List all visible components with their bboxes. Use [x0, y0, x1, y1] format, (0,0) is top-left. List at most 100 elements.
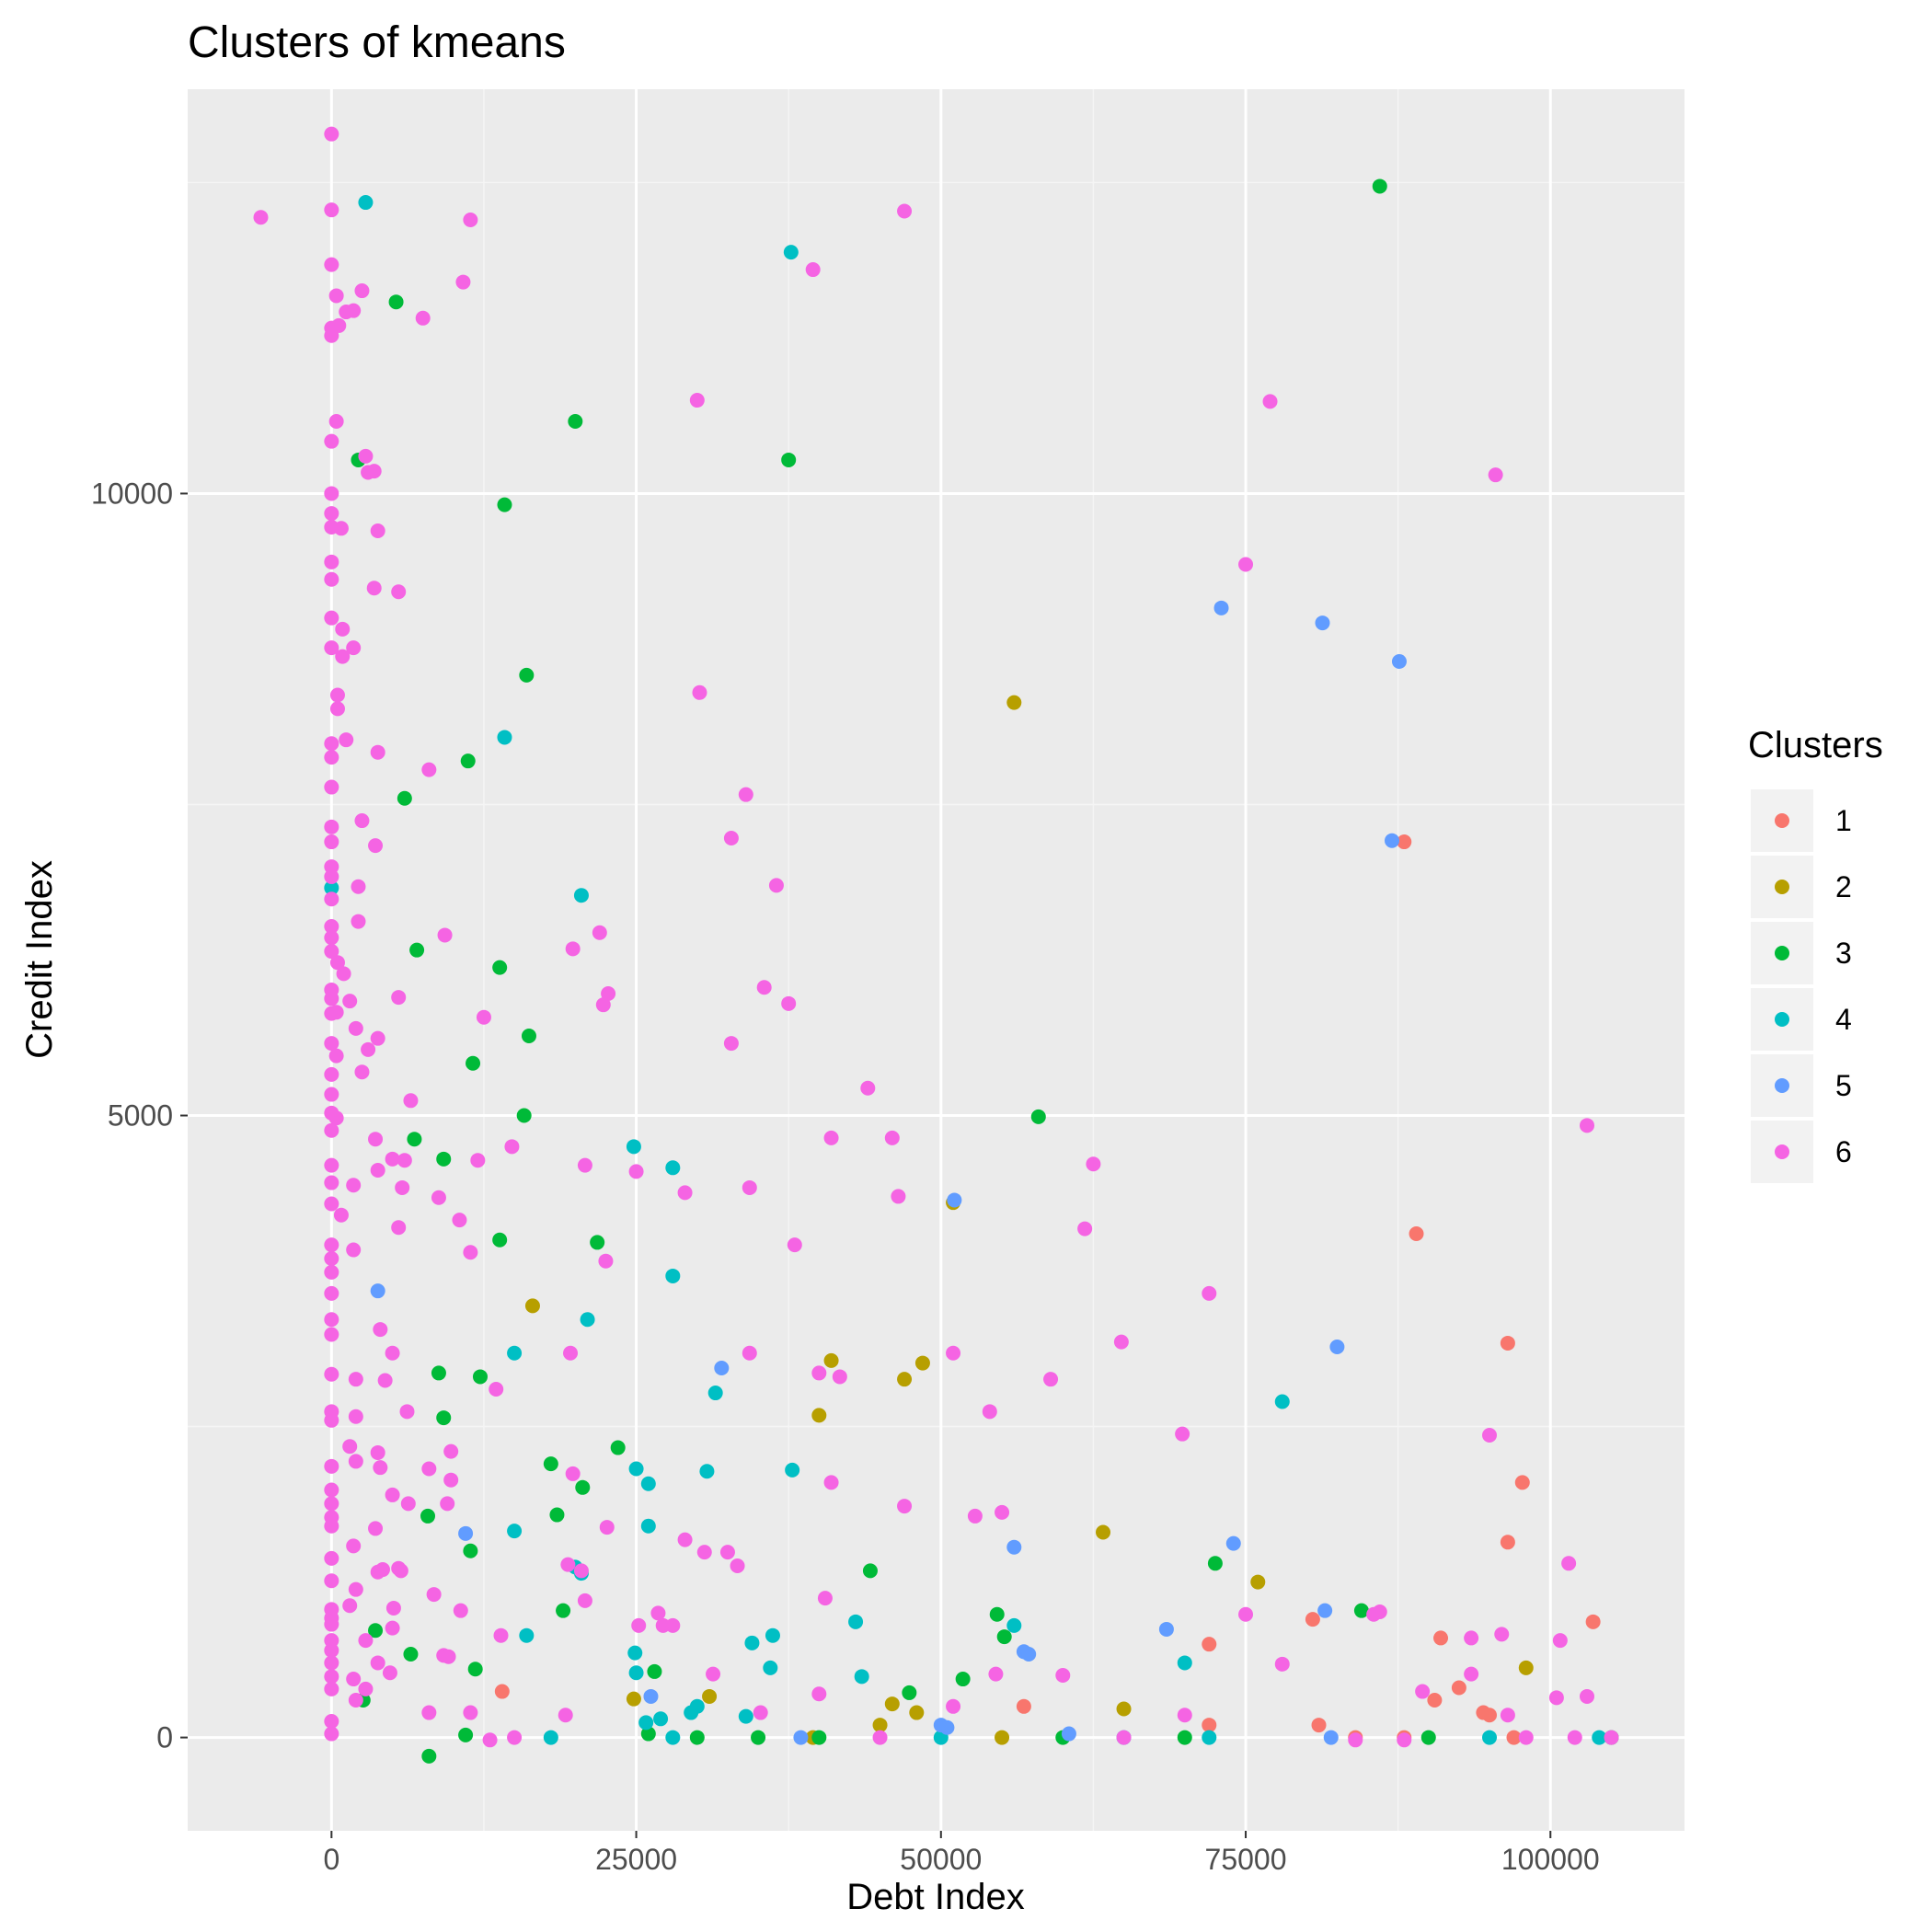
data-point-cluster-6 [348, 1020, 363, 1036]
data-point-cluster-4 [580, 1312, 595, 1328]
data-point-cluster-4 [507, 1345, 523, 1361]
data-point-cluster-6 [967, 1508, 983, 1524]
data-point-cluster-4 [707, 1386, 723, 1401]
data-point-cluster-6 [421, 1705, 437, 1720]
data-point-cluster-6 [324, 1264, 339, 1280]
data-point-cluster-3 [1353, 1603, 1369, 1618]
data-point-cluster-2 [1250, 1574, 1266, 1590]
data-point-cluster-3 [460, 753, 476, 769]
data-point-cluster-6 [1077, 1221, 1093, 1236]
data-point-cluster-4 [665, 1268, 681, 1283]
data-point-cluster-3 [862, 1563, 878, 1579]
data-point-cluster-3 [989, 1606, 1005, 1622]
data-point-cluster-6 [324, 834, 339, 850]
data-point-cluster-4 [665, 1730, 681, 1745]
data-point-cluster-6 [884, 1130, 900, 1145]
data-point-cluster-3 [996, 1629, 1012, 1645]
data-point-cluster-6 [324, 1122, 339, 1138]
data-point-cluster-6 [692, 684, 707, 700]
data-point-cluster-6 [385, 1345, 400, 1361]
legend-label: 4 [1835, 1003, 1852, 1036]
series-4 [324, 195, 1607, 1745]
data-point-cluster-3 [811, 1730, 827, 1745]
legend-swatch [1775, 813, 1789, 828]
data-point-cluster-6 [324, 202, 339, 218]
data-point-cluster-6 [982, 1404, 997, 1420]
data-point-cluster-4 [854, 1669, 869, 1685]
data-point-cluster-6 [504, 1139, 520, 1155]
data-point-cluster-6 [324, 819, 339, 834]
data-point-cluster-6 [453, 1603, 468, 1618]
data-point-cluster-6 [324, 1726, 339, 1742]
data-point-cluster-4 [626, 1139, 641, 1155]
legend-label: 2 [1835, 870, 1852, 903]
data-point-cluster-6 [370, 1163, 385, 1179]
data-point-cluster-3 [467, 1662, 483, 1677]
data-point-cluster-6 [382, 1665, 397, 1681]
legend-title: Clusters [1748, 725, 1883, 765]
data-point-cluster-6 [391, 1220, 407, 1236]
data-point-cluster-6 [1561, 1556, 1577, 1571]
data-point-cluster-3 [403, 1646, 419, 1662]
data-point-cluster-6 [995, 1504, 1010, 1520]
data-point-cluster-2 [524, 1298, 540, 1314]
data-point-cluster-3 [781, 452, 797, 467]
data-point-cluster-6 [328, 1005, 344, 1020]
data-point-cluster-6 [628, 1164, 644, 1179]
data-point-cluster-3 [463, 1543, 478, 1558]
data-point-cluster-6 [897, 203, 913, 219]
data-point-cluster-2 [914, 1355, 930, 1371]
data-point-cluster-6 [1348, 1732, 1363, 1748]
data-point-cluster-6 [631, 1617, 647, 1633]
data-point-cluster-4 [507, 1524, 523, 1539]
data-point-cluster-6 [370, 1655, 385, 1671]
data-point-cluster-6 [696, 1545, 712, 1560]
legend-swatch [1775, 1078, 1789, 1093]
data-point-cluster-6 [346, 1242, 362, 1258]
data-point-cluster-6 [370, 1030, 385, 1046]
data-point-cluster-3 [421, 1748, 437, 1764]
data-point-cluster-6 [324, 506, 339, 522]
data-point-cluster-6 [573, 1563, 589, 1579]
data-point-cluster-6 [1580, 1118, 1595, 1133]
data-point-cluster-6 [324, 640, 339, 656]
data-point-cluster-6 [1488, 467, 1503, 483]
data-point-cluster-6 [335, 621, 351, 637]
legend: Clusters 1 2 3 4 5 6 [1748, 725, 1883, 1183]
data-point-cluster-6 [421, 762, 437, 777]
data-point-cluster-6 [358, 1633, 374, 1649]
data-point-cluster-6 [395, 1179, 410, 1195]
data-point-cluster-6 [742, 1179, 757, 1195]
data-point-cluster-6 [366, 581, 382, 596]
data-point-cluster-6 [1238, 557, 1254, 572]
data-point-cluster-6 [730, 1558, 745, 1573]
legend-label: 3 [1835, 937, 1852, 970]
data-point-cluster-1 [1500, 1535, 1515, 1550]
data-point-cluster-4 [627, 1645, 643, 1661]
data-point-cluster-6 [324, 1087, 339, 1102]
data-point-cluster-6 [324, 1669, 339, 1685]
data-point-cluster-6 [421, 1461, 437, 1477]
data-point-cluster-6 [592, 925, 607, 940]
data-point-cluster-6 [385, 1487, 400, 1502]
data-point-cluster-6 [601, 986, 616, 1002]
data-point-cluster-6 [832, 1369, 847, 1385]
data-point-cluster-6 [781, 995, 797, 1011]
data-point-cluster-5 [1061, 1726, 1076, 1742]
data-point-cluster-5 [370, 1283, 385, 1299]
data-point-cluster-4 [699, 1464, 715, 1479]
data-point-cluster-6 [348, 1409, 363, 1424]
data-point-cluster-6 [377, 1373, 393, 1388]
data-point-cluster-6 [482, 1732, 498, 1748]
data-point-cluster-6 [1518, 1730, 1534, 1745]
minor-grid [188, 89, 1685, 1831]
data-point-cluster-6 [324, 891, 339, 907]
data-point-cluster-6 [595, 997, 611, 1013]
data-point-cluster-3 [436, 1410, 452, 1426]
data-point-cluster-6 [897, 1499, 913, 1514]
data-point-cluster-6 [493, 1627, 509, 1643]
data-point-cluster-4 [640, 1476, 656, 1491]
data-points [253, 126, 1619, 1764]
data-point-cluster-6 [507, 1730, 523, 1745]
data-point-cluster-5 [1385, 833, 1400, 848]
